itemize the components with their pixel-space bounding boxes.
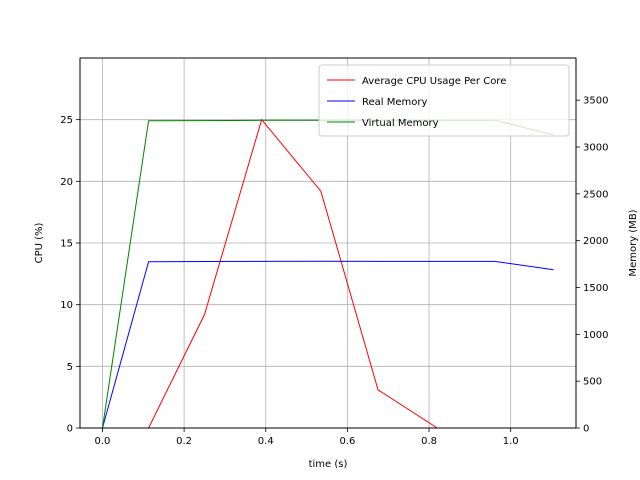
y-right-tick-label: 1500	[583, 283, 608, 294]
y-left-tick-label: 25	[60, 115, 73, 126]
y-left-tick-label: 10	[60, 300, 73, 311]
x-tick-label: 0.2	[176, 436, 192, 447]
y-right-tick-label: 500	[583, 377, 602, 388]
y-right-tick-label: 3500	[583, 96, 608, 107]
legend-label-real-memory: Real Memory	[362, 97, 427, 108]
x-tick-label: 1.0	[503, 436, 519, 447]
x-axis: 0.0 0.2 0.4 0.6 0.8 1.0	[94, 428, 519, 447]
y-right-tick-label: 1000	[583, 330, 608, 341]
series-lines	[101, 118, 554, 429]
legend: Average CPU Usage Per Core Real Memory Vir…	[318, 64, 570, 137]
y-axis-left: 0 5 10 15 20 25	[60, 115, 80, 435]
legend-box	[318, 64, 570, 137]
y-axis-right-label: Memory (MB)	[628, 209, 639, 276]
y-right-tick-label: 2500	[583, 189, 608, 200]
y-left-tick-label: 0	[67, 424, 73, 435]
x-tick-label: 0.0	[94, 436, 110, 447]
x-tick-label: 0.4	[258, 436, 274, 447]
legend-label-virtual-memory: Virtual Memory	[362, 118, 439, 129]
y-right-tick-label: 0	[583, 424, 589, 435]
y-right-tick-label: 3000	[583, 142, 608, 153]
x-axis-label: time (s)	[309, 459, 348, 470]
y-right-tick-label: 2000	[583, 236, 608, 247]
y-left-tick-label: 20	[60, 177, 73, 188]
x-tick-label: 0.8	[421, 436, 437, 447]
x-tick-label: 0.6	[339, 436, 355, 447]
y-left-tick-label: 15	[60, 239, 73, 250]
series-line-average-cpu-usage-per-core	[102, 118, 554, 429]
series-line-real-memory	[101, 260, 554, 429]
legend-label-average-cpu-usage-per-core: Average CPU Usage Per Core	[362, 76, 506, 87]
y-axis-right: 0 500 1000 1500 2000 2500 3000 3500	[576, 96, 608, 435]
y-left-tick-label: 5	[67, 362, 73, 373]
y-axis-left-label: CPU (%)	[34, 223, 45, 264]
series-line-virtual-memory	[101, 119, 554, 429]
